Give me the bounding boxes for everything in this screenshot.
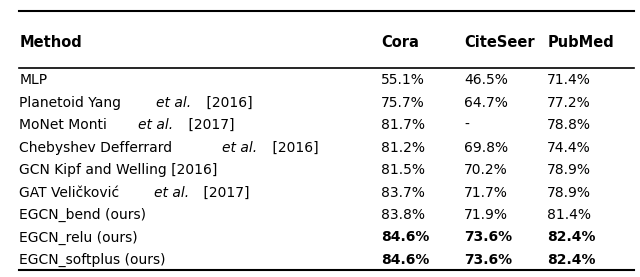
- Text: Planetoid Yang: Planetoid Yang: [19, 96, 125, 110]
- Text: 81.5%: 81.5%: [381, 163, 425, 177]
- Text: 73.6%: 73.6%: [464, 253, 512, 267]
- Text: 83.7%: 83.7%: [381, 186, 425, 199]
- Text: CiteSeer: CiteSeer: [464, 35, 534, 50]
- Text: 46.5%: 46.5%: [464, 73, 508, 87]
- Text: 81.7%: 81.7%: [381, 118, 425, 132]
- Text: 69.8%: 69.8%: [464, 141, 508, 155]
- Text: 74.4%: 74.4%: [547, 141, 591, 155]
- Text: et al.: et al.: [154, 186, 189, 199]
- Text: 75.7%: 75.7%: [381, 96, 424, 110]
- Text: 77.2%: 77.2%: [547, 96, 591, 110]
- Text: 78.9%: 78.9%: [547, 186, 591, 199]
- Text: 71.4%: 71.4%: [547, 73, 591, 87]
- Text: MLP: MLP: [19, 73, 47, 87]
- Text: 55.1%: 55.1%: [381, 73, 425, 87]
- Text: EGCN_relu (ours): EGCN_relu (ours): [19, 230, 138, 245]
- Text: Method: Method: [19, 35, 82, 50]
- Text: 64.7%: 64.7%: [464, 96, 508, 110]
- Text: 83.8%: 83.8%: [381, 208, 425, 222]
- Text: et al.: et al.: [156, 96, 191, 110]
- Text: et al.: et al.: [223, 141, 257, 155]
- Text: 84.6%: 84.6%: [381, 230, 429, 245]
- Text: MoNet Monti: MoNet Monti: [19, 118, 111, 132]
- Text: GAT Veličković: GAT Veličković: [19, 186, 124, 199]
- Text: EGCN_bend (ours): EGCN_bend (ours): [19, 208, 146, 222]
- Text: et al.: et al.: [138, 118, 173, 132]
- Text: [2016]: [2016]: [268, 141, 318, 155]
- Text: EGCN_softplus (ours): EGCN_softplus (ours): [19, 253, 166, 267]
- Text: 73.6%: 73.6%: [464, 230, 512, 245]
- Text: [2016]: [2016]: [202, 96, 252, 110]
- Text: GCN Kipf and Welling [2016]: GCN Kipf and Welling [2016]: [19, 163, 218, 177]
- Text: 71.7%: 71.7%: [464, 186, 508, 199]
- Text: 82.4%: 82.4%: [547, 230, 596, 245]
- Text: Chebyshev Defferrard: Chebyshev Defferrard: [19, 141, 177, 155]
- Text: 78.8%: 78.8%: [547, 118, 591, 132]
- Text: 78.9%: 78.9%: [547, 163, 591, 177]
- Text: 70.2%: 70.2%: [464, 163, 508, 177]
- Text: PubMed: PubMed: [547, 35, 614, 50]
- Text: 82.4%: 82.4%: [547, 253, 596, 267]
- Text: -: -: [464, 118, 469, 132]
- Text: 84.6%: 84.6%: [381, 253, 429, 267]
- Text: 71.9%: 71.9%: [464, 208, 508, 222]
- Text: 81.4%: 81.4%: [547, 208, 591, 222]
- Text: [2017]: [2017]: [184, 118, 234, 132]
- Text: Cora: Cora: [381, 35, 419, 50]
- Text: 81.2%: 81.2%: [381, 141, 425, 155]
- Text: [2017]: [2017]: [200, 186, 250, 199]
